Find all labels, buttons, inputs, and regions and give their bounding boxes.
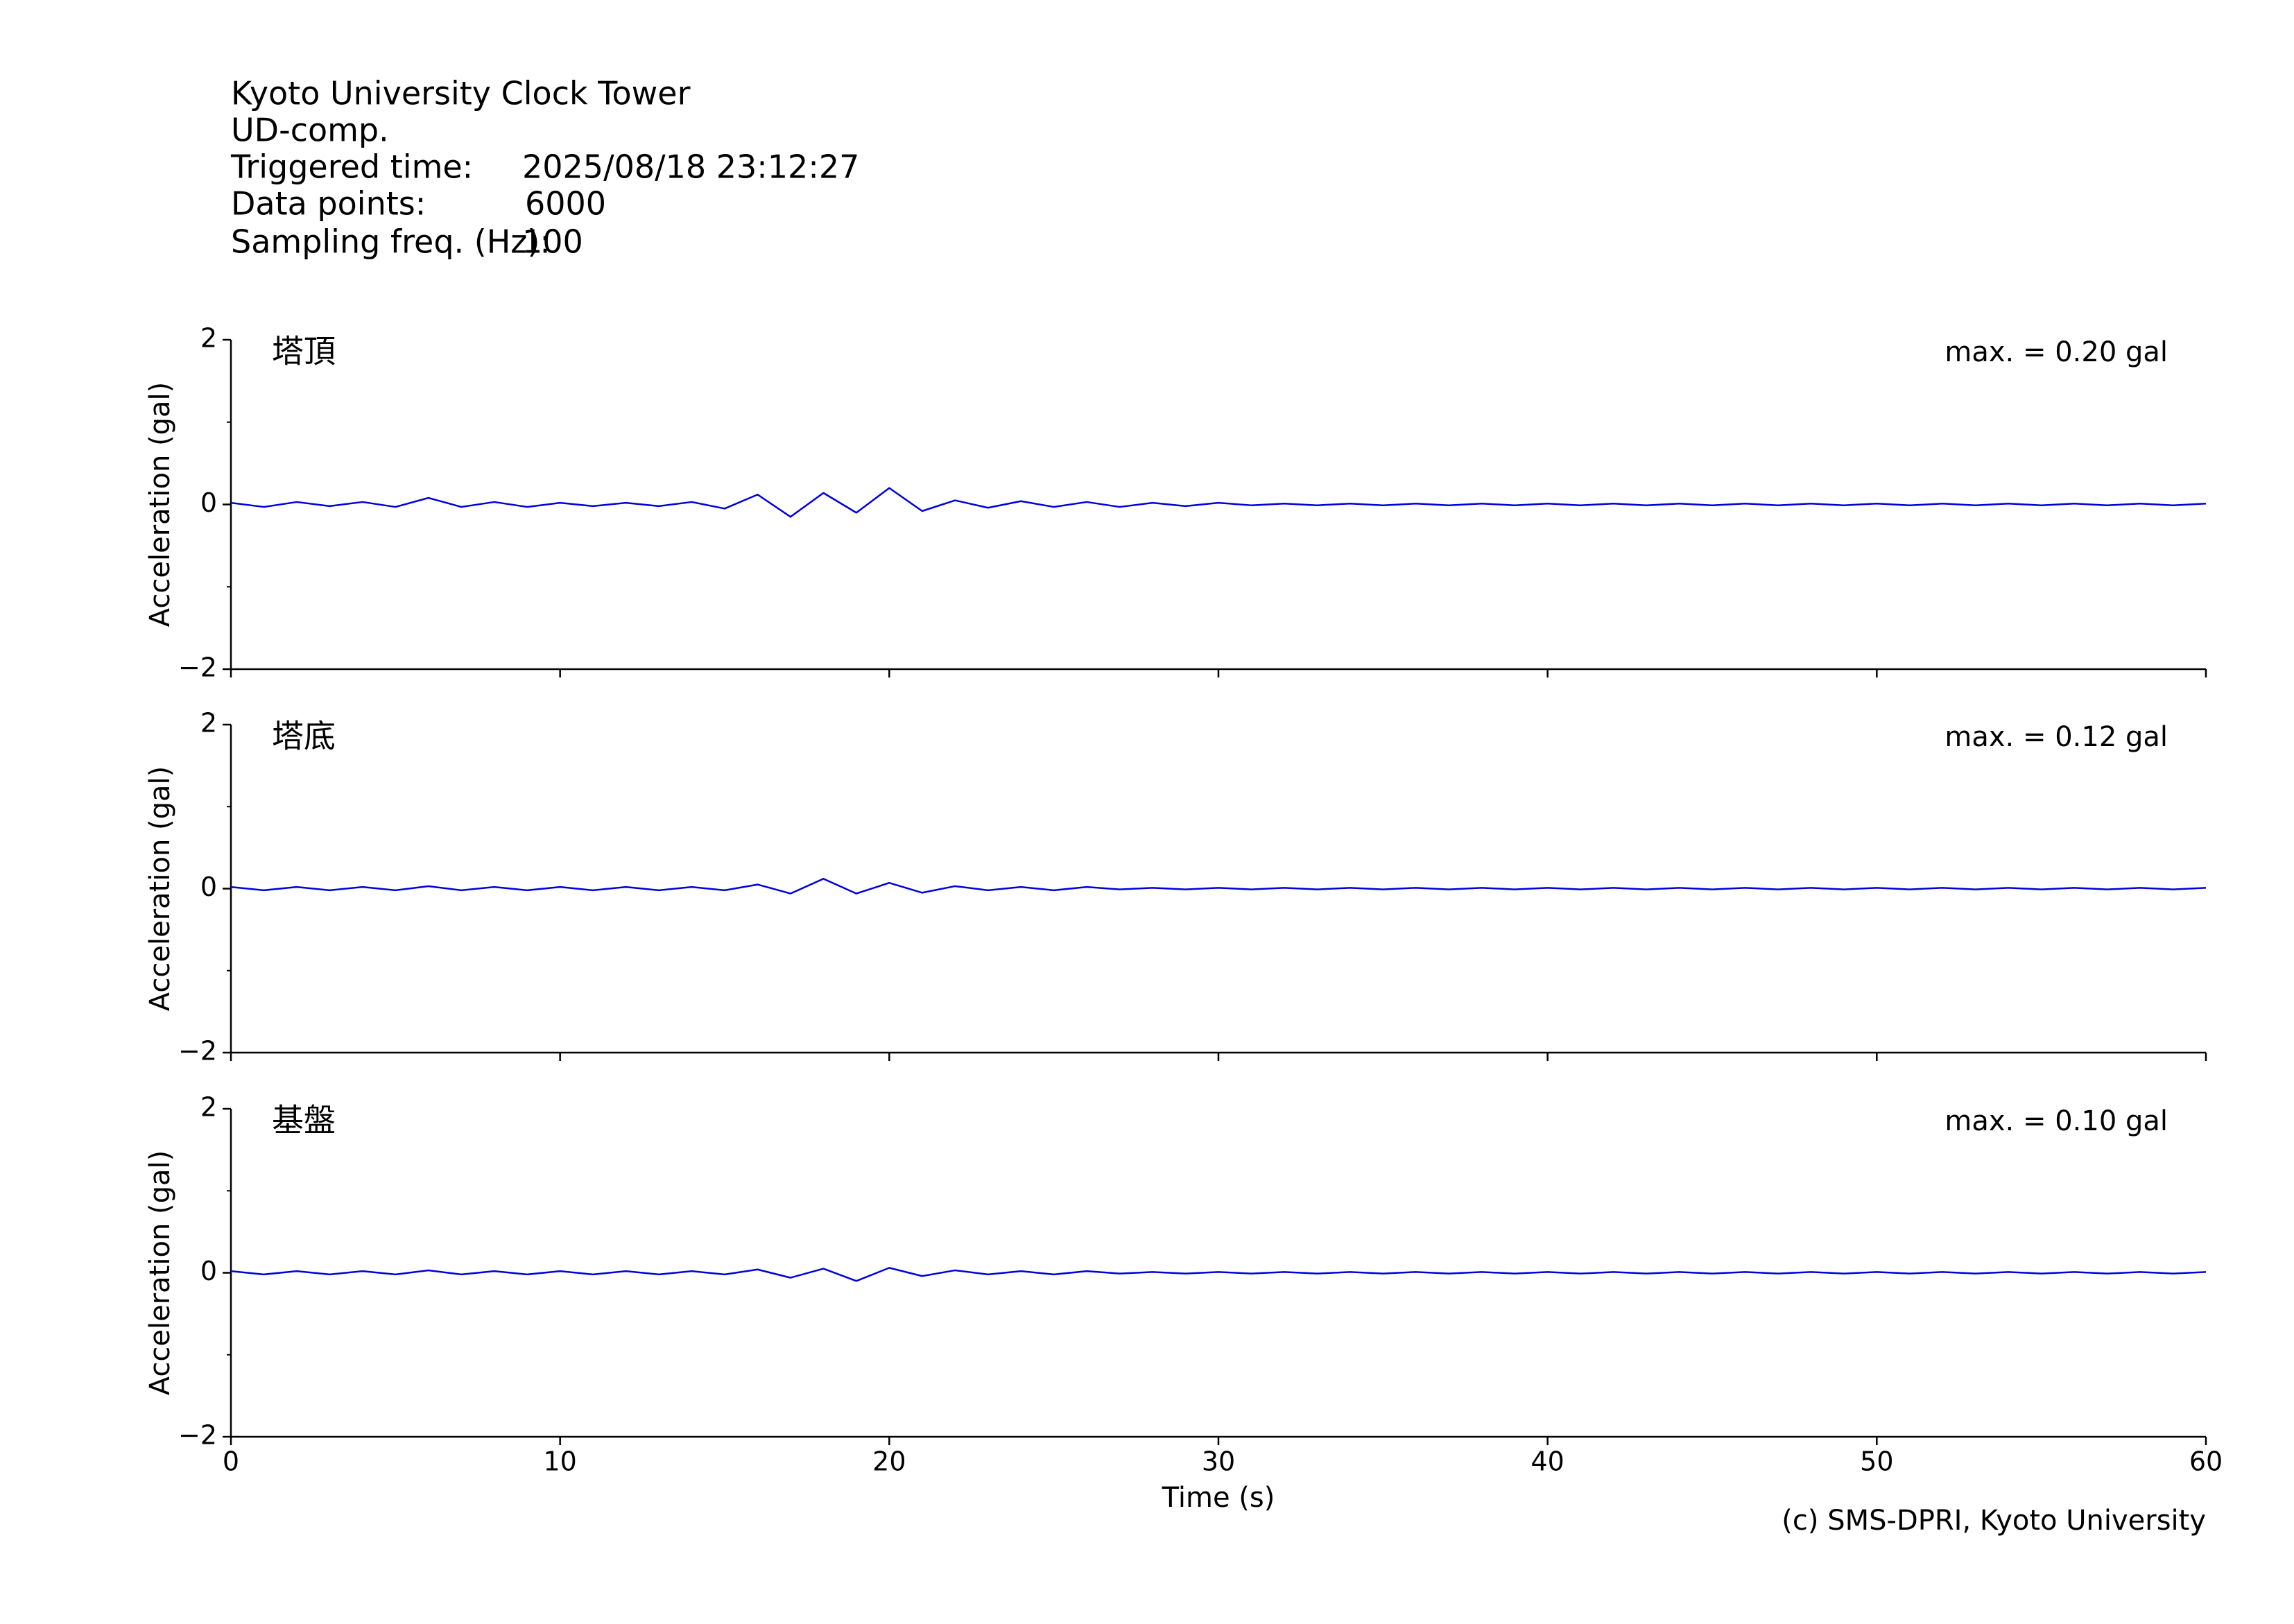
field-label: Triggered time: [230,148,473,186]
x-tick-label: 20 [872,1446,906,1477]
y-tick-label: 2 [200,1092,217,1123]
waveform [230,878,2207,895]
credit: (c) SMS-DPRI, Kyoto University [1782,1505,2206,1537]
field-label: Sampling freq. (Hz): [231,223,551,261]
field-value: 2025/08/18 23:12:27 [522,148,859,186]
y-tick-label: −2 [178,1036,217,1066]
y-tick-label: −2 [178,653,217,683]
y-axis-label: Acceleration (gal) [144,382,176,628]
field-value: 6000 [525,185,606,223]
x-tick-label: 40 [1530,1446,1564,1477]
max-annotation: max. = 0.20 gal [1944,336,2168,368]
field-label: Data points: [231,185,426,223]
y-tick-label: 0 [200,1256,217,1286]
y-tick-label: 0 [200,487,217,518]
x-tick-label: 0 [223,1446,239,1477]
y-tick-label: 2 [200,323,217,354]
x-tick-label: 30 [1202,1446,1235,1477]
x-tick-label: 10 [543,1446,576,1477]
waveform [230,1267,2207,1282]
panel-label: 塔底 [272,718,336,755]
max-annotation: max. = 0.10 gal [1944,1105,2168,1137]
station-name: Kyoto University Clock Tower [231,75,691,112]
y-axis-label: Acceleration (gal) [144,1150,176,1396]
field-value: 100 [522,223,583,261]
panel-label: 塔頂 [272,333,336,370]
panel-label: 基盤 [272,1102,336,1139]
y-tick-label: 0 [200,872,217,902]
x-axis-label: Time (s) [1162,1482,1275,1514]
waveform [230,487,2207,518]
y-axis-label: Acceleration (gal) [144,766,176,1012]
y-tick-label: 2 [200,708,217,738]
component: UD-comp. [231,112,389,149]
y-tick-label: −2 [178,1420,217,1451]
x-tick-label: 60 [2189,1446,2223,1477]
x-tick-label: 50 [1860,1446,1893,1477]
max-annotation: max. = 0.12 gal [1944,721,2168,753]
